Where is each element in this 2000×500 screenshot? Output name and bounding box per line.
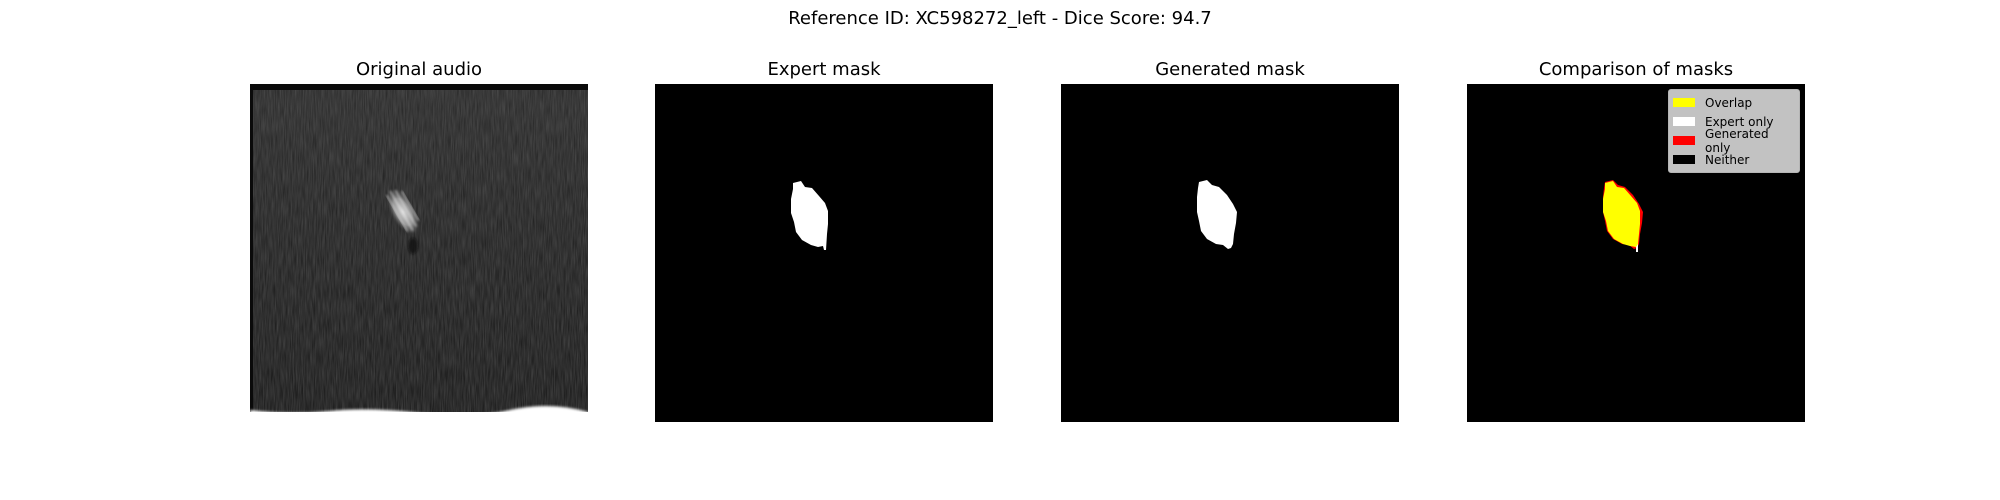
legend-item-overlap: Overlap [1673, 93, 1794, 112]
generated-only-swatch [1673, 136, 1695, 145]
original-audio-spectrogram [250, 84, 588, 422]
overlap-region [1603, 181, 1640, 247]
legend-item-expert-only: Expert only [1673, 112, 1794, 131]
generated-mask-image [1061, 84, 1399, 422]
expert-mask-image [655, 84, 993, 422]
generated-mask-region [1197, 180, 1237, 249]
legend-label: Expert only [1705, 114, 1774, 129]
legend-label: Generated only [1705, 126, 1769, 155]
legend-item-neither: Neither [1673, 150, 1794, 169]
comparison-mask-image: Overlap Expert only Generated only Neith… [1467, 84, 1805, 422]
figure-title: Reference ID: XC598272_left - Dice Score… [788, 8, 1212, 29]
panel-title-comparison-of-masks: Comparison of masks [1538, 59, 1734, 80]
neither-swatch [1673, 155, 1695, 164]
panel-title-generated-mask: Generated mask [1155, 59, 1305, 80]
expert-only-swatch [1673, 117, 1695, 126]
legend-label: Neither [1705, 152, 1750, 167]
legend: Overlap Expert only Generated only Neith… [1668, 89, 1800, 173]
overlap-swatch [1673, 98, 1695, 107]
legend-label: Overlap [1705, 95, 1753, 110]
legend-item-generated-only: Generated only [1673, 127, 1794, 155]
panel-title-expert-mask: Expert mask [767, 59, 881, 80]
panel-title-original-audio: Original audio [355, 59, 483, 80]
expert-mask-region [791, 181, 828, 250]
